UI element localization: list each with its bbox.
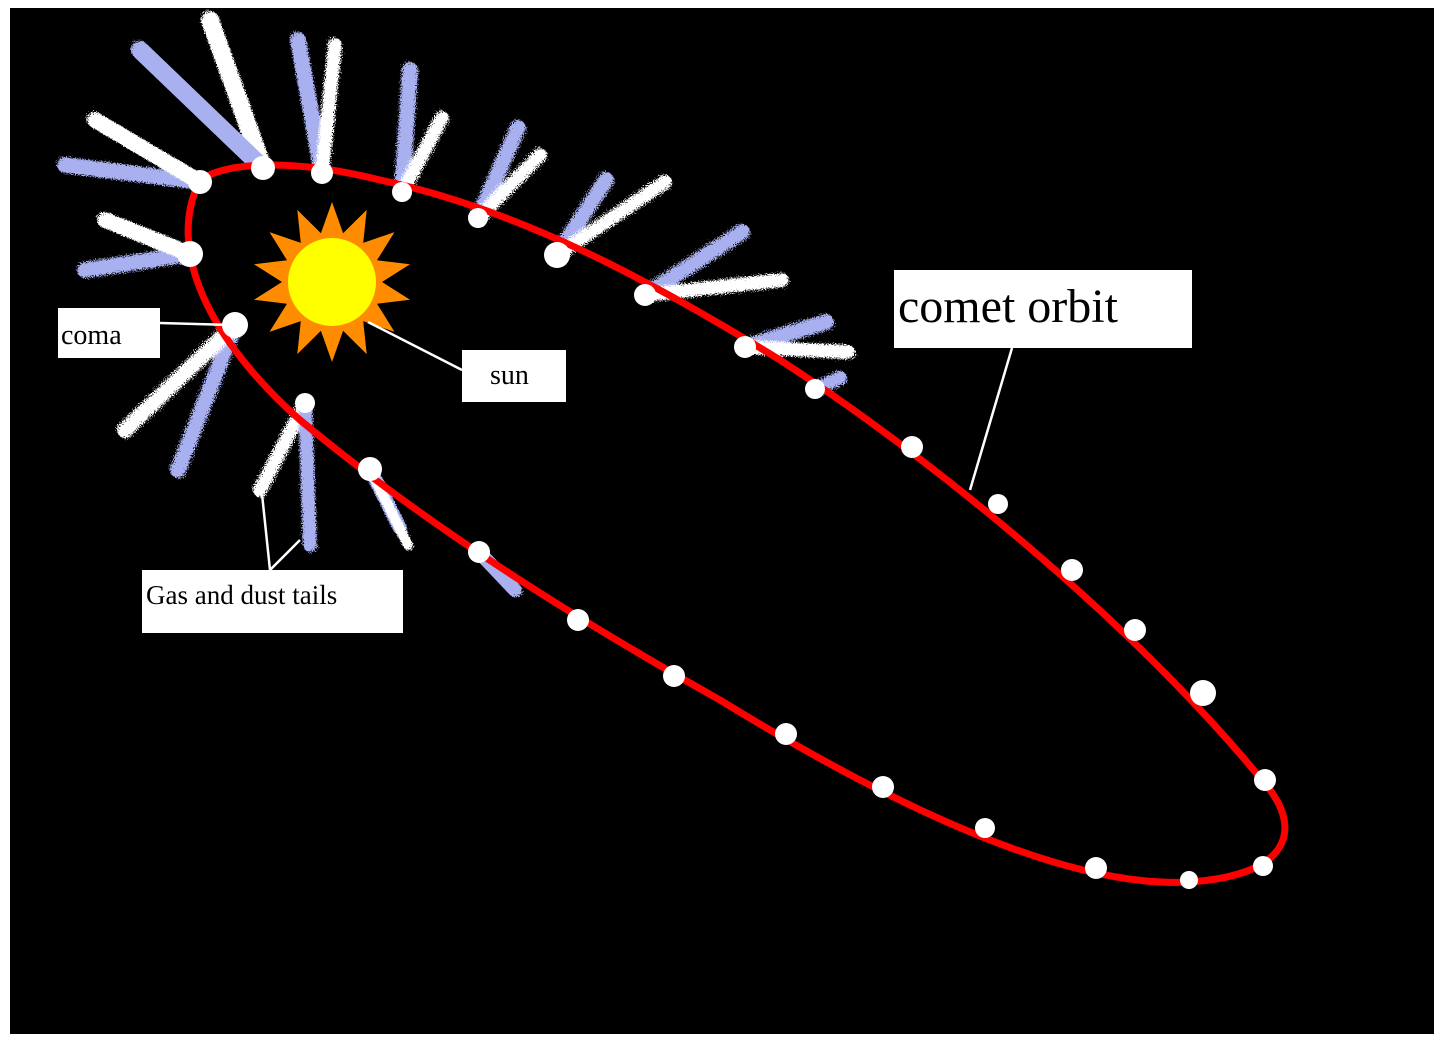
coma-dot-icon — [468, 208, 488, 228]
gas-tail — [57, 157, 208, 190]
coma-dot-icon — [988, 494, 1008, 514]
coma-label-text: coma — [61, 320, 122, 351]
gas-tail — [131, 41, 272, 177]
comet-tails-group — [57, 11, 855, 597]
sun-leader-line — [367, 320, 463, 372]
coma-dots-group — [177, 156, 1276, 889]
coma-dot-icon — [544, 242, 570, 268]
coma-leader-line — [159, 321, 233, 327]
coma-dot-icon — [1253, 856, 1273, 876]
coma-dot-icon — [1180, 871, 1198, 889]
gas-tail — [170, 317, 243, 478]
coma-dot-icon — [805, 379, 825, 399]
coma-dot-icon — [1061, 559, 1083, 581]
space-background — [10, 8, 1434, 1034]
coma-dot-icon — [311, 162, 333, 184]
tails-label-text: Gas and dust tails — [146, 580, 337, 610]
coma-label: coma — [58, 308, 160, 358]
dust-tail — [315, 38, 342, 180]
sun-label-text: sun — [490, 360, 529, 391]
coma-dot-icon — [188, 170, 212, 194]
dust-tail — [471, 148, 547, 225]
coma-dot-icon — [1124, 619, 1146, 641]
comet-orbit-label: comet orbit — [894, 270, 1192, 348]
dust-tail — [87, 112, 208, 190]
coma-dot-icon — [663, 665, 685, 687]
orbit-path — [184, 161, 1289, 886]
dust-tail — [550, 175, 672, 262]
coma-dot-icon — [358, 457, 382, 481]
coma-dot-icon — [567, 609, 589, 631]
coma-dot-icon — [734, 336, 756, 358]
coma-dot-icon — [468, 541, 490, 563]
gas-tail — [77, 246, 198, 278]
dust-tail — [97, 212, 198, 262]
coma-dot-icon — [177, 241, 203, 267]
sun-core — [288, 238, 376, 326]
tails-label: Gas and dust tails — [142, 570, 403, 633]
coma-dot-icon — [975, 818, 995, 838]
coma-dot-icon — [1085, 857, 1107, 879]
coma-dot-icon — [901, 436, 923, 458]
gas-tail — [637, 224, 750, 303]
sun-label: sun — [462, 350, 566, 402]
coma-dot-icon — [392, 182, 412, 202]
dust-tail — [395, 111, 449, 199]
coma-dot-icon — [295, 393, 315, 413]
dust-tail — [117, 317, 243, 438]
sun-icon — [254, 202, 410, 362]
gas-tail — [394, 62, 418, 200]
coma-dot-icon — [222, 312, 248, 338]
coma-dot-icon — [1190, 680, 1216, 706]
coma-dot-icon — [872, 776, 894, 798]
coma-dot-icon — [775, 723, 797, 745]
coma-dot-icon — [1254, 769, 1276, 791]
orbit-leader-line — [968, 347, 1014, 491]
dust-tail — [201, 11, 272, 177]
coma-dot-icon — [251, 156, 275, 180]
comet-orbit-label-text: comet orbit — [898, 280, 1119, 333]
coma-dot-icon — [634, 284, 656, 306]
